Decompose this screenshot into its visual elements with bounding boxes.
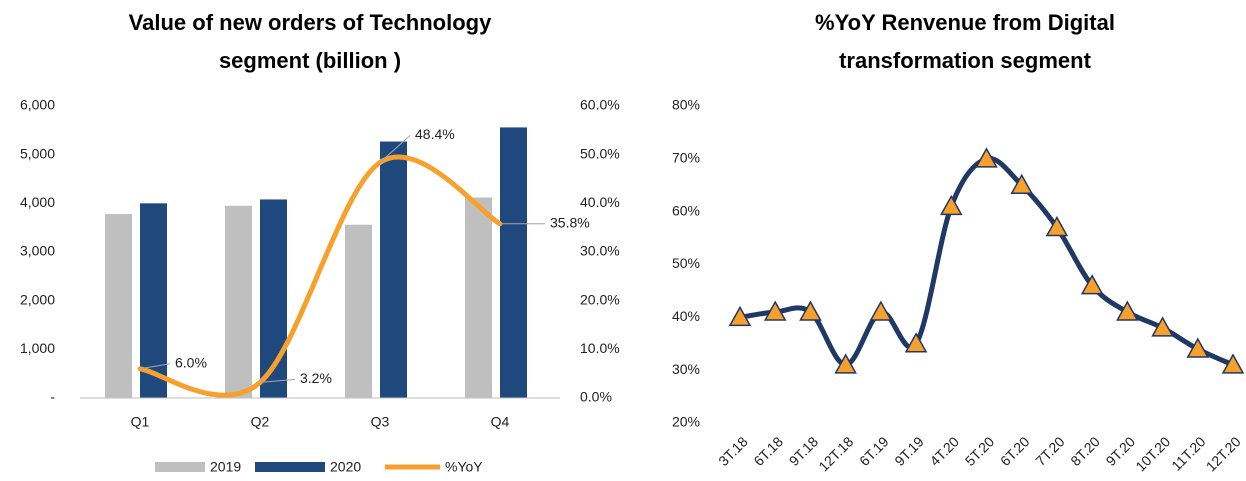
x-tick-label: 7T.20: [1032, 433, 1068, 469]
y2-tick-label: 40.0%: [580, 194, 620, 210]
y2-tick-label: 0.0%: [580, 389, 612, 405]
marker: [1116, 300, 1139, 321]
marker: [869, 300, 893, 321]
marker: [1151, 316, 1174, 337]
y-tick-label: 1,000: [20, 340, 55, 356]
y2-tick-label: 60.0%: [580, 97, 620, 113]
marker: [1010, 173, 1033, 194]
y-tick-label: 20%: [672, 414, 700, 430]
marker: [975, 147, 998, 168]
data-label: 48.4%: [415, 126, 455, 142]
legend-swatch: [255, 462, 325, 472]
leader-line: [139, 363, 171, 370]
y-tick-label: -: [50, 389, 55, 405]
line: [137, 154, 503, 398]
bar: [225, 205, 252, 398]
marker: [799, 300, 822, 321]
bar: [500, 127, 527, 398]
x-tick-label: Q1: [131, 414, 150, 430]
x-tick-label: 5T.20: [962, 433, 998, 469]
y-tick-label: 80%: [672, 97, 700, 113]
marker: [728, 305, 752, 327]
y-tick-label: 4,000: [20, 194, 55, 210]
data-label: 35.8%: [550, 214, 590, 230]
line: [739, 155, 1235, 368]
x-tick-label: 10T.20: [1132, 433, 1173, 474]
leader-line: [379, 135, 411, 163]
marker: [834, 353, 857, 374]
x-tick-label: 9T.19: [891, 433, 927, 469]
marker: [763, 300, 787, 321]
marker: [1045, 215, 1069, 237]
marker: [940, 194, 963, 216]
y-tick-label: 2,000: [20, 291, 55, 307]
marker: [1221, 353, 1245, 374]
x-tick-label: 4T.20: [926, 433, 962, 469]
leader-line: [259, 378, 296, 383]
chart-title: %YoY Renvenue from Digital transformatio…: [815, 10, 1115, 73]
legend-label: 2019: [210, 459, 241, 475]
x-tick-label: 6T.20: [997, 433, 1033, 469]
legend-label: %YoY: [445, 459, 483, 475]
bar: [380, 141, 407, 398]
x-tick-label: 8T.20: [1067, 433, 1103, 469]
y2-tick-label: 50.0%: [580, 145, 620, 161]
marker: [1080, 274, 1104, 295]
legend-label: 2020: [330, 459, 361, 475]
x-tick-label: Q2: [251, 414, 270, 430]
bar: [105, 214, 132, 398]
y-tick-label: 40%: [672, 308, 700, 324]
y-tick-label: 6,000: [20, 97, 55, 113]
y2-tick-label: 20.0%: [580, 291, 620, 307]
y-tick-label: 5,000: [20, 145, 55, 161]
x-tick-label: 6T.18: [750, 433, 786, 469]
x-tick-label: 3T.18: [715, 433, 751, 469]
bar: [465, 197, 492, 398]
x-tick-label: Q3: [371, 414, 390, 430]
y-tick-label: 30%: [672, 361, 700, 377]
y2-tick-label: 10.0%: [580, 340, 620, 356]
x-tick-label: 12T.20: [1203, 433, 1244, 474]
x-tick-label: 11T.20: [1168, 433, 1208, 473]
marker: [904, 332, 928, 353]
data-label: 6.0%: [175, 355, 207, 371]
marker: [1186, 337, 1210, 358]
data-label: 3.2%: [300, 370, 332, 386]
bar: [345, 224, 372, 398]
y-tick-label: 60%: [672, 202, 700, 218]
legend-swatch: [155, 462, 205, 472]
y2-tick-label: 30.0%: [580, 243, 620, 259]
x-tick-label: 6T.19: [856, 433, 892, 469]
x-tick-label: Q4: [491, 414, 510, 430]
x-tick-label: 12T.18: [815, 433, 856, 474]
chart-title: Value of new orders of Technology segmen…: [128, 10, 492, 73]
y-tick-label: 70%: [672, 150, 700, 166]
y-tick-label: 3,000: [20, 243, 55, 259]
y-tick-label: 50%: [672, 255, 700, 271]
